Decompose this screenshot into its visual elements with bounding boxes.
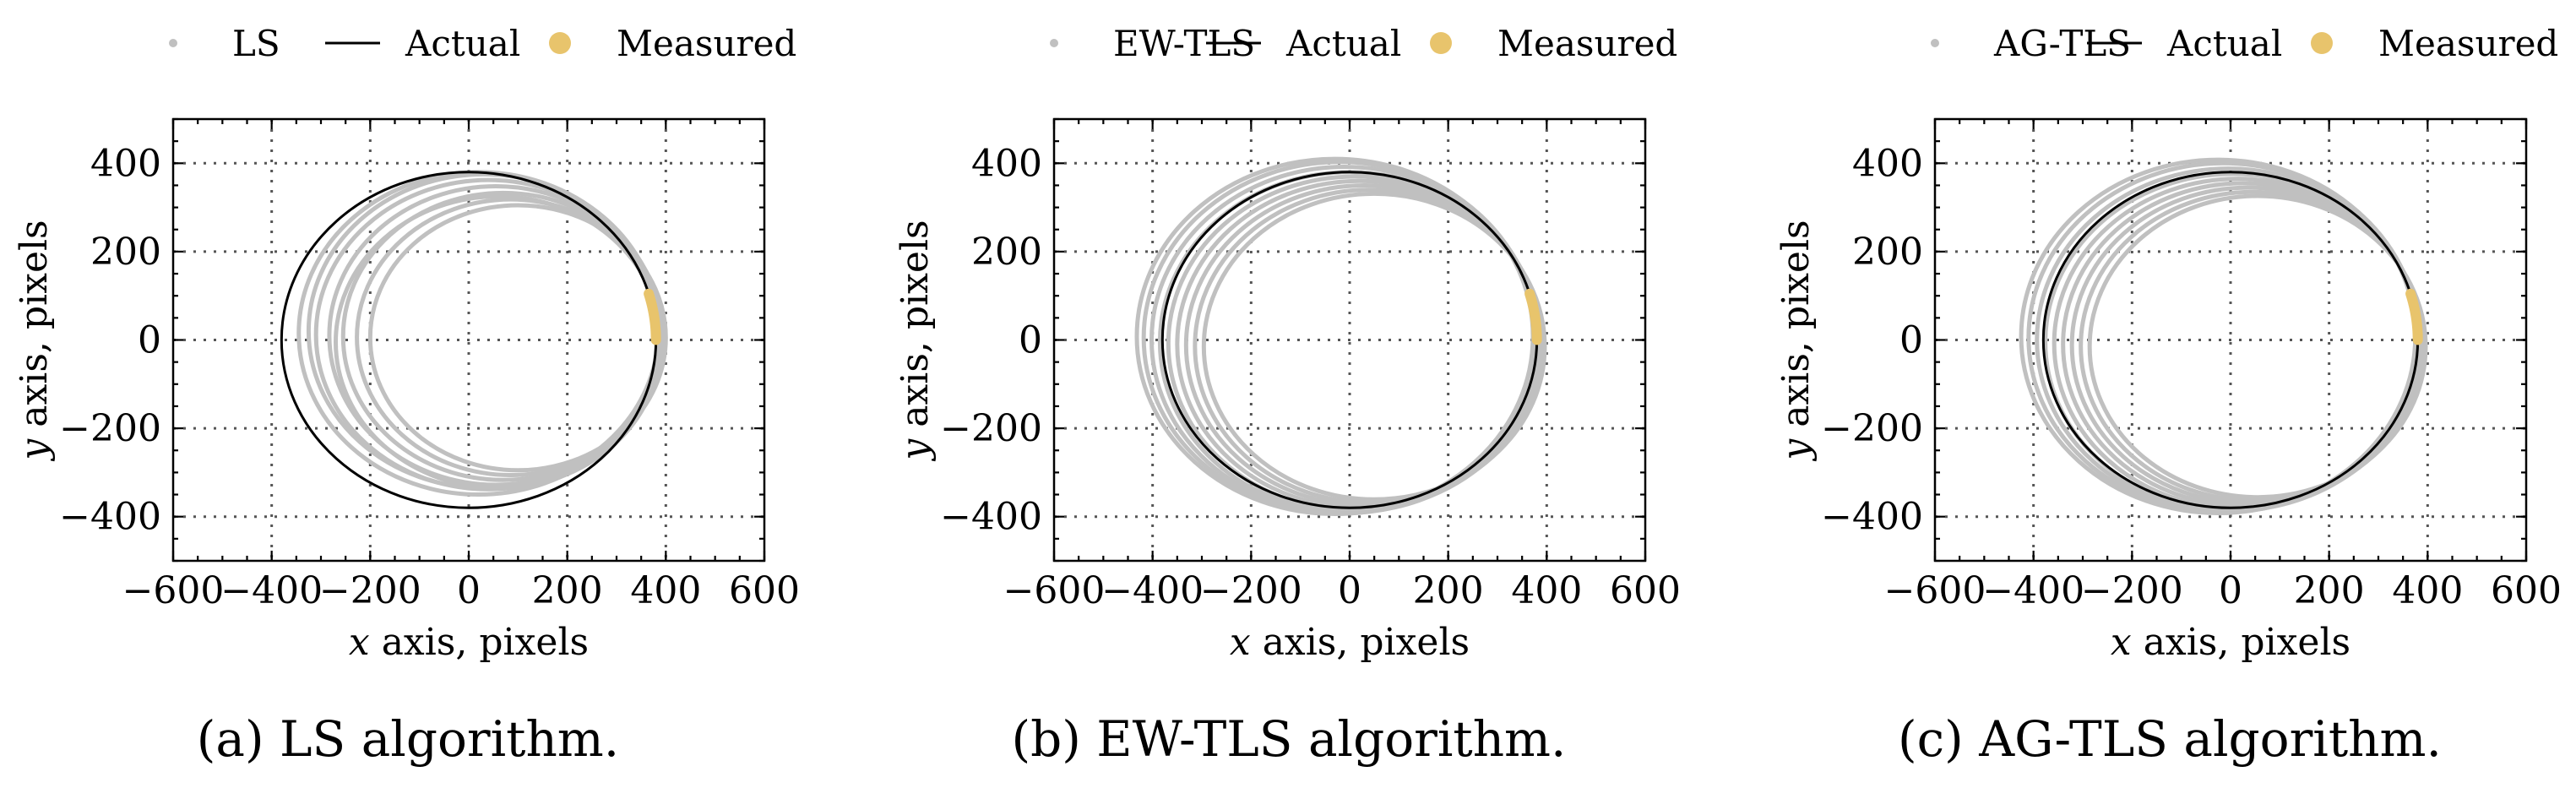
panel-caption: (a) LS algorithm.: [197, 710, 620, 768]
x-tick-label: −600: [122, 569, 225, 612]
legend-actual-label: Actual: [405, 23, 520, 64]
x-tick-label: 600: [2491, 569, 2562, 612]
y-tick-label: 400: [1852, 142, 1923, 185]
plot-area: [1134, 156, 1547, 517]
x-tick-label: 400: [1511, 569, 1582, 612]
y-tick-label: 400: [90, 142, 161, 185]
x-axis-label-text: axis, pixels: [370, 621, 589, 664]
legend-measured-label: Measured: [617, 23, 796, 64]
x-tick-label: −400: [1101, 569, 1204, 612]
legend-measured-marker: [1430, 32, 1452, 54]
legend-measured-label: Measured: [1497, 23, 1677, 64]
x-tick-label: −600: [1884, 569, 1986, 612]
x-tick-label: 0: [2219, 569, 2242, 612]
y-tick-label: 0: [138, 319, 161, 362]
legend-measured-label: Measured: [2378, 23, 2558, 64]
x-tick-label: −200: [319, 569, 421, 612]
x-tick-label: −400: [1982, 569, 2084, 612]
estimated-circle: [1201, 191, 1547, 502]
y-tick-label: −400: [1821, 496, 1923, 539]
measured-arc: [1524, 288, 1542, 345]
x-axis-label-variable: x: [1230, 621, 1251, 664]
y-tick-label: 400: [971, 142, 1042, 185]
y-axis-label: y axis, pixels: [894, 220, 937, 461]
y-tick-label: 200: [90, 231, 161, 274]
y-axis-label-variable: y: [894, 438, 937, 462]
y-tick-label: 0: [1899, 319, 1923, 362]
estimated-circles: [1134, 156, 1547, 517]
x-tick-label: −200: [2081, 569, 2183, 612]
estimated-circles: [296, 170, 668, 497]
x-tick-label: 200: [532, 569, 603, 612]
y-tick-label: −200: [59, 407, 161, 450]
x-axis-label-variable: x: [349, 621, 370, 664]
y-tick-label: −400: [59, 496, 161, 539]
legend-estimate-marker: [1931, 39, 1939, 47]
legend-measured-marker: [2311, 32, 2333, 54]
legend-actual-label: Actual: [2166, 23, 2282, 64]
y-tick-label: −200: [1821, 407, 1923, 450]
panel-caption: (c) AG-TLS algorithm.: [1898, 710, 2442, 768]
x-axis-label: x axis, pixels: [349, 621, 589, 664]
y-axis-label-variable: y: [1774, 438, 1818, 462]
y-tick-label: −400: [940, 496, 1042, 539]
y-tick-label: −200: [940, 407, 1042, 450]
grid-lines: [173, 119, 764, 561]
estimated-circle: [334, 194, 663, 491]
x-axis-label: x axis, pixels: [1230, 621, 1470, 664]
y-axis-label-text: axis, pixels: [13, 220, 56, 438]
y-axis-label: y axis, pixels: [1774, 220, 1818, 461]
measured-arc: [2405, 288, 2423, 345]
measured-arc: [644, 288, 661, 345]
x-tick-label: 0: [457, 569, 481, 612]
estimated-circle: [306, 171, 661, 491]
x-tick-label: −400: [220, 569, 323, 612]
y-tick-label: 200: [971, 231, 1042, 274]
x-tick-label: 0: [1338, 569, 1361, 612]
x-tick-label: −200: [1200, 569, 1302, 612]
legend-estimate-marker: [1050, 39, 1058, 47]
panel-caption: (b) EW-TLS algorithm.: [1011, 710, 1566, 768]
plot-area: [2019, 157, 2428, 516]
x-tick-label: 400: [2392, 569, 2463, 612]
x-tick-label: 200: [1413, 569, 1484, 612]
x-axis-label: x axis, pixels: [2111, 621, 2350, 664]
estimated-circles: [2019, 157, 2428, 516]
x-tick-label: 600: [729, 569, 800, 612]
x-tick-label: 200: [2294, 569, 2365, 612]
legend-actual-label: Actual: [1285, 23, 1401, 64]
y-tick-label: 0: [1019, 319, 1042, 362]
x-axis-label-variable: x: [2111, 621, 2132, 664]
legend: LS Actual Measured: [169, 23, 796, 64]
plot-area: [280, 170, 668, 509]
y-tick-label: 200: [1852, 231, 1923, 274]
y-axis-label-text: axis, pixels: [1774, 220, 1818, 438]
legend-estimate-marker: [169, 39, 177, 47]
x-tick-label: 600: [1610, 569, 1681, 612]
x-axis-label-text: axis, pixels: [2132, 621, 2350, 664]
y-axis-label-variable: y: [13, 438, 56, 462]
x-tick-label: 400: [630, 569, 701, 612]
estimated-circle: [367, 203, 668, 473]
legend-estimate-label: LS: [232, 23, 280, 64]
x-tick-label: −600: [1003, 569, 1106, 612]
legend-measured-marker: [549, 32, 571, 54]
y-axis-label-text: axis, pixels: [894, 220, 937, 438]
legend: AG-TLS Actual Measured: [1931, 23, 2558, 64]
estimated-circle: [2087, 193, 2428, 500]
legend: EW-TLS Actual Measured: [1050, 23, 1677, 64]
y-axis-label: y axis, pixels: [13, 220, 56, 461]
x-axis-label-text: axis, pixels: [1251, 621, 1470, 664]
